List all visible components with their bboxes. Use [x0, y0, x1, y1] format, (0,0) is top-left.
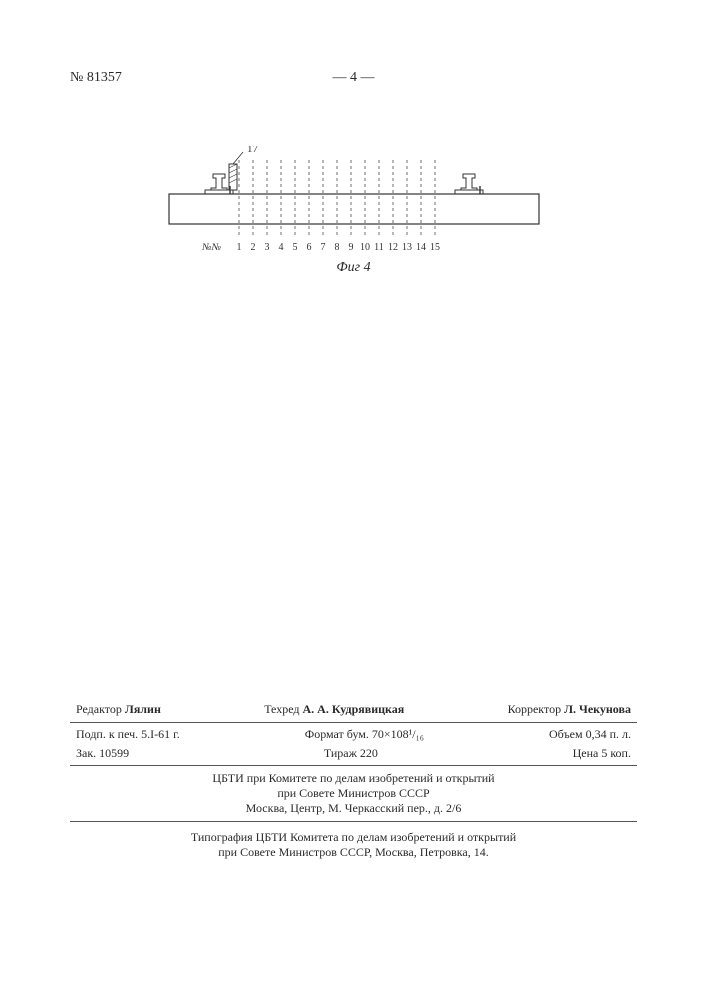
printer-block: Типография ЦБТИ Комитета по делам изобре… — [70, 824, 637, 860]
page-header: № 81357 — 4 — № 81357 — [70, 70, 637, 86]
pubdata-row-2: Зак. 10599 Тираж 220 Цена 5 коп. — [70, 744, 637, 763]
publisher-line: при Совете Министров СССР — [70, 786, 637, 801]
publisher-line: Москва, Центр, М. Черкасский пер., д. 2/… — [70, 801, 637, 816]
svg-text:13: 13 — [402, 242, 412, 253]
signed-to-print: Подп. к печ. 5.I-61 г. — [76, 727, 180, 742]
svg-text:12: 12 — [388, 242, 398, 253]
paper-format: Формат бум. 70×108¹/₁₆ — [305, 727, 424, 742]
publisher-block: ЦБТИ при Комитете по делам изобретений и… — [70, 768, 637, 819]
rule — [70, 821, 637, 822]
doc-number: № 81357 — [70, 70, 122, 86]
figure-svg: 123456789101112131415№№17 — [139, 146, 569, 256]
pubdata-row-1: Подп. к печ. 5.I-61 г. Формат бум. 70×10… — [70, 725, 637, 744]
svg-text:9: 9 — [348, 242, 353, 253]
printer-line: при Совете Министров СССР, Москва, Петро… — [70, 845, 637, 860]
svg-text:№№: №№ — [201, 242, 221, 253]
svg-text:2: 2 — [250, 242, 255, 253]
svg-text:7: 7 — [320, 242, 325, 253]
rule — [70, 765, 637, 766]
page-marker: — 4 — — [333, 70, 375, 86]
svg-text:8: 8 — [334, 242, 339, 253]
svg-text:3: 3 — [264, 242, 269, 253]
credits-row: Редактор Лялин Техред А. А. Кудрявицкая … — [70, 702, 637, 720]
price: Цена 5 коп. — [573, 746, 631, 761]
svg-text:15: 15 — [430, 242, 440, 253]
svg-text:11: 11 — [374, 242, 384, 253]
svg-text:6: 6 — [306, 242, 311, 253]
svg-text:14: 14 — [416, 242, 426, 253]
printer-line: Типография ЦБТИ Комитета по делам изобре… — [70, 830, 637, 845]
svg-text:4: 4 — [278, 242, 283, 253]
techred: Техред А. А. Кудрявицкая — [264, 702, 404, 717]
figure-caption: Фиг 4 — [70, 260, 637, 276]
editor: Редактор Лялин — [76, 702, 161, 717]
order-number: Зак. 10599 — [76, 746, 129, 761]
publisher-line: ЦБТИ при Комитете по делам изобретений и… — [70, 771, 637, 786]
svg-text:10: 10 — [360, 242, 370, 253]
svg-text:1: 1 — [236, 242, 241, 253]
figure-4: 123456789101112131415№№17 Фиг 4 — [70, 146, 637, 286]
volume: Объем 0,34 п. л. — [549, 727, 631, 742]
rule — [70, 722, 637, 723]
print-run: Тираж 220 — [324, 746, 378, 761]
svg-text:17: 17 — [247, 146, 259, 155]
svg-text:5: 5 — [292, 242, 297, 253]
colophon: Редактор Лялин Техред А. А. Кудрявицкая … — [70, 702, 637, 860]
corrector: Корректор Л. Чекунова — [508, 702, 631, 717]
